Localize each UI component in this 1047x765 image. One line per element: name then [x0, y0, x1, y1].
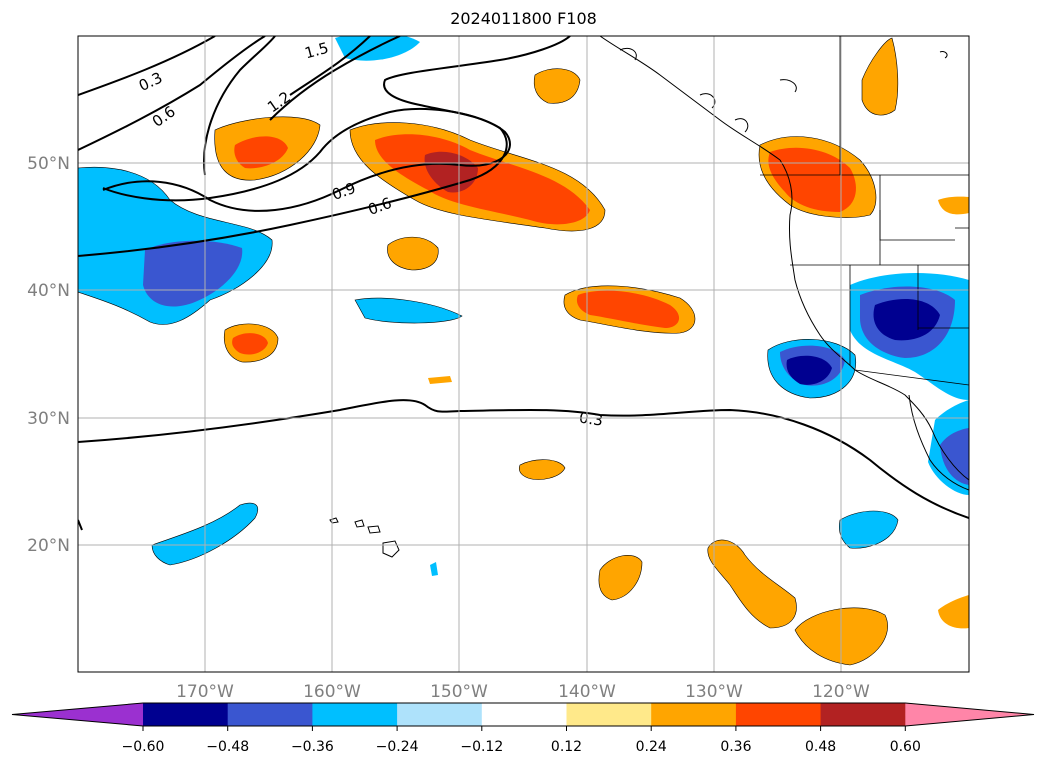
- coastlines: [599, 36, 969, 491]
- latitude-labels: 50°N 40°N 30°N 20°N: [27, 154, 70, 556]
- colorbar-tick-label: −0.12: [460, 739, 503, 755]
- longitude-labels: 170°W 160°W 150°W 140°W 130°W 120°W: [176, 682, 870, 702]
- colorbar-segment: [397, 703, 483, 726]
- colorbar-segment: [312, 703, 398, 726]
- colorbar-tick-label: 0.48: [805, 739, 836, 755]
- lat-label: 30°N: [27, 409, 70, 429]
- contour-label: 1.5: [303, 39, 331, 63]
- colorbar-extend-high: [905, 703, 1034, 726]
- positive-anomaly-shading: [214, 37, 969, 666]
- colorbar-segment: [227, 703, 313, 726]
- gridlines: [78, 36, 969, 672]
- lon-label: 120°W: [812, 682, 870, 702]
- lon-label: 160°W: [303, 682, 361, 702]
- contour-label: 0.3: [578, 409, 604, 430]
- lon-label: 170°W: [176, 682, 234, 702]
- lon-label: 130°W: [685, 682, 743, 702]
- colorbar-tick-label: 0.60: [890, 739, 921, 755]
- colorbar-segment: [481, 703, 567, 726]
- hawaiian-islands: [329, 517, 400, 558]
- colorbar-segment: [651, 703, 737, 726]
- lat-label: 40°N: [27, 281, 70, 301]
- colorbar-segment: [820, 703, 906, 726]
- colorbar-segment: [566, 703, 652, 726]
- colorbar-segment: [143, 703, 229, 726]
- contours: [78, 36, 969, 531]
- map-title: 2024011800 F108: [450, 9, 597, 28]
- colorbar-tick-label: 0.24: [636, 739, 667, 755]
- colorbar-tick-label: 0.12: [551, 739, 582, 755]
- colorbar-extend-low: [12, 703, 143, 726]
- map-frame: [77, 35, 970, 673]
- lat-label: 50°N: [27, 154, 70, 174]
- colorbar-segment: [735, 703, 822, 726]
- colorbar-tick-label: 0.36: [720, 739, 751, 755]
- colorbar-tick-label: −0.48: [206, 739, 249, 755]
- map-plot-area: 0.3 0.6 1.5 1.2 0.9 0.6 0.3: [78, 36, 969, 672]
- colorbar-tick-label: −0.24: [376, 739, 419, 755]
- lon-label: 140°W: [558, 682, 616, 702]
- colorbar: −0.60 −0.48 −0.36 −0.24 −0.12 0.12 0.24 0.36 0.4…: [11, 702, 1035, 755]
- lat-label: 20°N: [27, 536, 70, 556]
- lon-label: 150°W: [430, 682, 488, 702]
- colorbar-tick-label: −0.60: [122, 739, 165, 755]
- colorbar-tick-label: −0.36: [291, 739, 334, 755]
- borders: [760, 36, 969, 386]
